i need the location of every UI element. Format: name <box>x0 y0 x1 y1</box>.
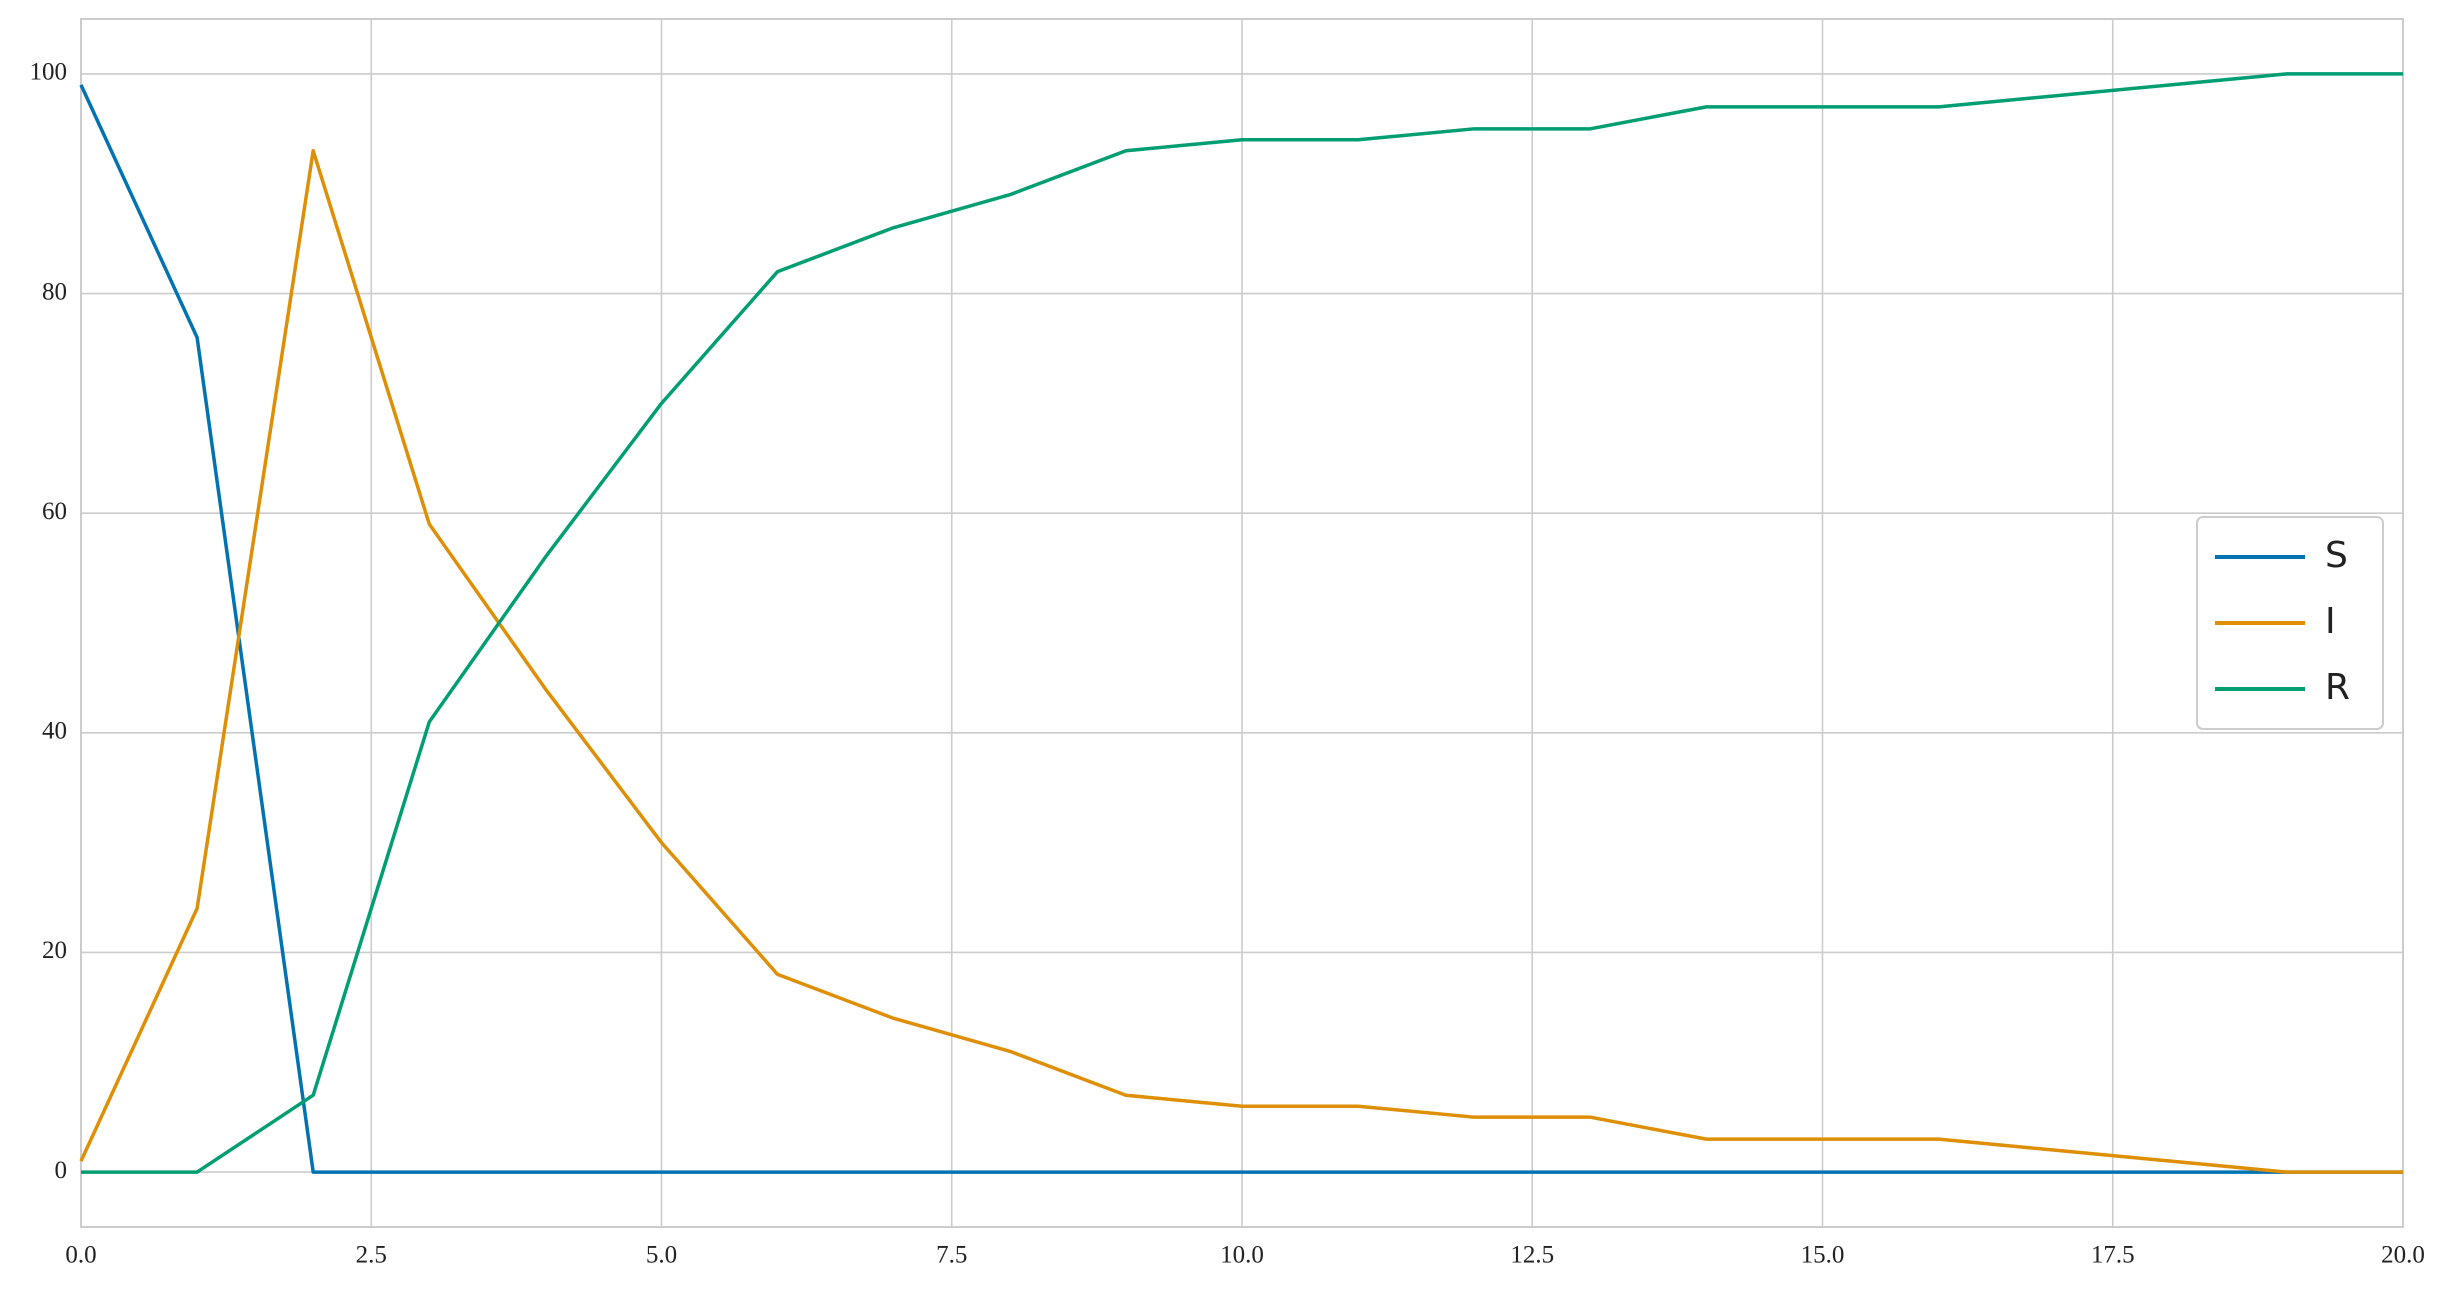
x-tick-label: 0.0 <box>65 1242 96 1269</box>
legend-label: S <box>2325 535 2348 576</box>
legend-label: R <box>2325 667 2350 708</box>
series-line <box>79 84 2403 1174</box>
x-tick-label: 20.0 <box>2381 1242 2425 1269</box>
y-tick-label: 0 <box>55 1157 68 1184</box>
x-tick-label: 10.0 <box>1220 1242 1264 1269</box>
x-tick-label: 2.5 <box>356 1242 387 1269</box>
y-tick-label: 100 <box>30 59 68 86</box>
plot-frame <box>80 18 2404 1228</box>
x-tick-label: 7.5 <box>936 1242 967 1269</box>
y-tick-label: 60 <box>42 498 67 525</box>
x-tick-label: 12.5 <box>1510 1242 1554 1269</box>
y-tick-label: 80 <box>42 278 67 305</box>
series-line <box>79 149 2403 1174</box>
x-tick-label: 5.0 <box>646 1242 677 1269</box>
legend-label: I <box>2325 601 2336 642</box>
series-line <box>81 72 2403 1174</box>
y-tick-label: 40 <box>42 718 67 745</box>
x-tick-label: 15.0 <box>1801 1242 1845 1269</box>
y-tick-label: 20 <box>42 937 67 964</box>
x-tick-label: 17.5 <box>2091 1242 2135 1269</box>
